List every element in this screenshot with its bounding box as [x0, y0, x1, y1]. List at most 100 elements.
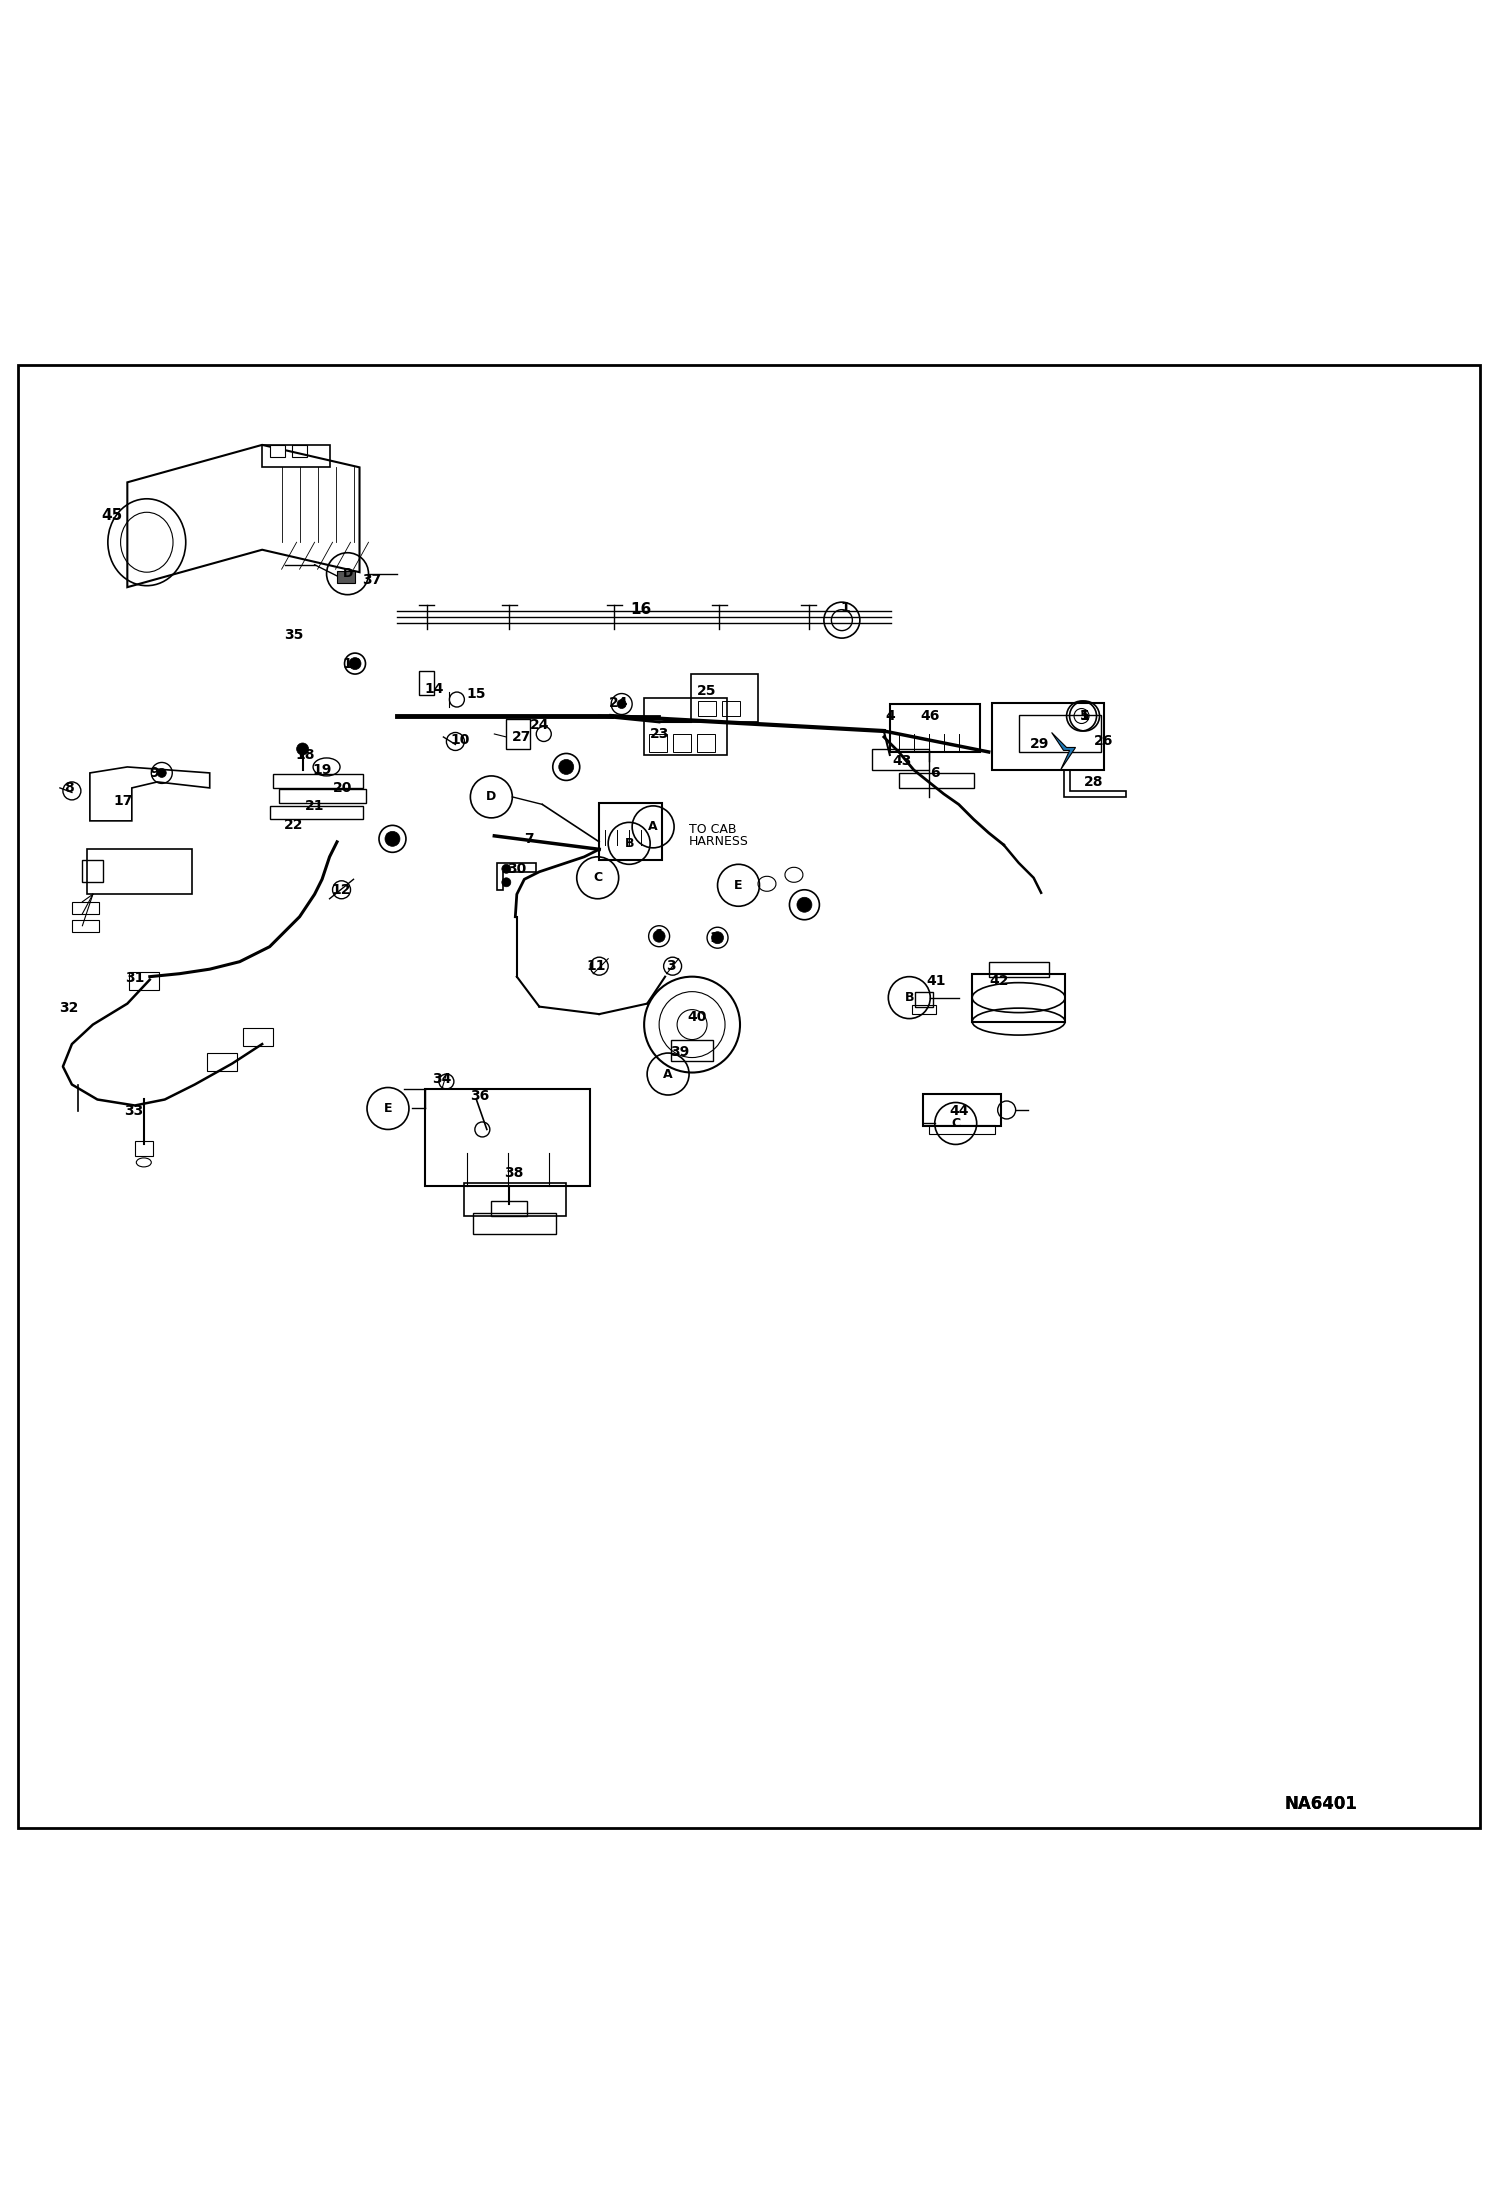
- Text: 31: 31: [126, 971, 144, 985]
- Text: 42: 42: [989, 974, 1010, 989]
- Bar: [722, 702, 740, 715]
- Text: D: D: [343, 568, 352, 581]
- Text: 43: 43: [893, 754, 911, 768]
- Bar: [1019, 715, 1101, 752]
- Text: 3: 3: [667, 958, 676, 974]
- Text: 27: 27: [512, 730, 530, 743]
- Bar: [890, 704, 980, 752]
- Bar: [425, 1090, 590, 1186]
- Bar: [473, 1213, 556, 1235]
- Text: 29: 29: [1031, 737, 1049, 752]
- Bar: [992, 702, 1104, 770]
- Bar: [262, 445, 330, 467]
- Text: 16: 16: [631, 603, 652, 616]
- Circle shape: [653, 930, 665, 943]
- Text: 32: 32: [60, 1002, 78, 1015]
- Text: 8: 8: [64, 781, 73, 794]
- Text: 1: 1: [1080, 708, 1089, 724]
- Text: 30: 30: [508, 862, 526, 875]
- Text: C: C: [951, 1116, 960, 1129]
- Bar: [270, 805, 363, 820]
- Text: 40: 40: [688, 1011, 706, 1024]
- Text: 37: 37: [363, 572, 380, 588]
- Circle shape: [617, 700, 626, 708]
- Circle shape: [349, 658, 361, 669]
- Text: A: A: [664, 1068, 673, 1081]
- Bar: [273, 774, 363, 787]
- Text: 35: 35: [285, 627, 303, 643]
- Text: 20: 20: [334, 781, 352, 794]
- Text: 1: 1: [559, 761, 568, 774]
- Bar: [912, 1004, 936, 1013]
- Text: 2: 2: [800, 897, 809, 912]
- Text: 41: 41: [926, 974, 947, 989]
- Bar: [698, 702, 716, 715]
- Text: 25: 25: [697, 684, 718, 697]
- Text: 10: 10: [451, 732, 469, 748]
- Text: 38: 38: [505, 1167, 523, 1180]
- Bar: [82, 860, 103, 882]
- Circle shape: [502, 864, 511, 873]
- Text: 6: 6: [930, 765, 939, 781]
- Circle shape: [712, 932, 724, 943]
- Bar: [207, 1053, 237, 1070]
- Bar: [929, 1125, 995, 1134]
- Circle shape: [559, 759, 574, 774]
- Text: 14: 14: [424, 682, 445, 695]
- Bar: [279, 789, 366, 803]
- Text: 22: 22: [283, 818, 304, 833]
- Text: E: E: [734, 879, 743, 893]
- Text: 28: 28: [1083, 774, 1104, 789]
- Bar: [292, 445, 307, 456]
- Bar: [135, 1140, 153, 1156]
- Text: B: B: [905, 991, 914, 1004]
- Bar: [72, 901, 99, 914]
- Bar: [915, 991, 933, 1007]
- Text: 17: 17: [114, 794, 132, 809]
- Text: 46: 46: [921, 708, 939, 724]
- Text: C: C: [593, 871, 602, 884]
- Text: 44: 44: [948, 1105, 969, 1118]
- Bar: [989, 963, 1049, 976]
- Bar: [491, 1202, 527, 1217]
- Text: 24: 24: [608, 695, 629, 711]
- Circle shape: [502, 877, 511, 886]
- Text: 5: 5: [1080, 708, 1089, 724]
- Bar: [72, 919, 99, 932]
- Text: NA6401: NA6401: [1285, 1794, 1357, 1814]
- Text: 26: 26: [1095, 735, 1113, 748]
- Text: B: B: [625, 838, 634, 851]
- Polygon shape: [1052, 732, 1076, 770]
- Bar: [270, 445, 285, 456]
- Text: 21: 21: [304, 798, 325, 814]
- Text: 45: 45: [102, 509, 123, 522]
- Text: 12: 12: [331, 884, 352, 897]
- Text: 1: 1: [655, 928, 664, 941]
- Bar: [464, 1184, 566, 1217]
- Bar: [923, 1094, 1001, 1127]
- Text: D: D: [487, 789, 496, 803]
- Text: TO CAB: TO CAB: [689, 822, 737, 836]
- Bar: [899, 772, 974, 787]
- Text: 11: 11: [586, 958, 607, 974]
- Text: 19: 19: [313, 763, 331, 776]
- Bar: [337, 570, 355, 583]
- Circle shape: [297, 743, 309, 754]
- Text: 36: 36: [470, 1090, 488, 1103]
- Bar: [599, 803, 662, 860]
- Bar: [87, 849, 192, 895]
- Circle shape: [797, 897, 812, 912]
- Text: 1: 1: [385, 831, 394, 846]
- Bar: [506, 719, 530, 750]
- Text: 24: 24: [529, 717, 550, 732]
- Bar: [673, 735, 691, 752]
- Bar: [644, 697, 727, 754]
- Bar: [243, 1029, 273, 1046]
- Text: 9: 9: [150, 765, 159, 781]
- Bar: [972, 974, 1065, 1022]
- Text: 7: 7: [524, 831, 533, 846]
- Text: 13: 13: [343, 656, 361, 671]
- Text: 1: 1: [710, 930, 719, 945]
- Circle shape: [157, 768, 166, 779]
- Text: 23: 23: [650, 728, 668, 741]
